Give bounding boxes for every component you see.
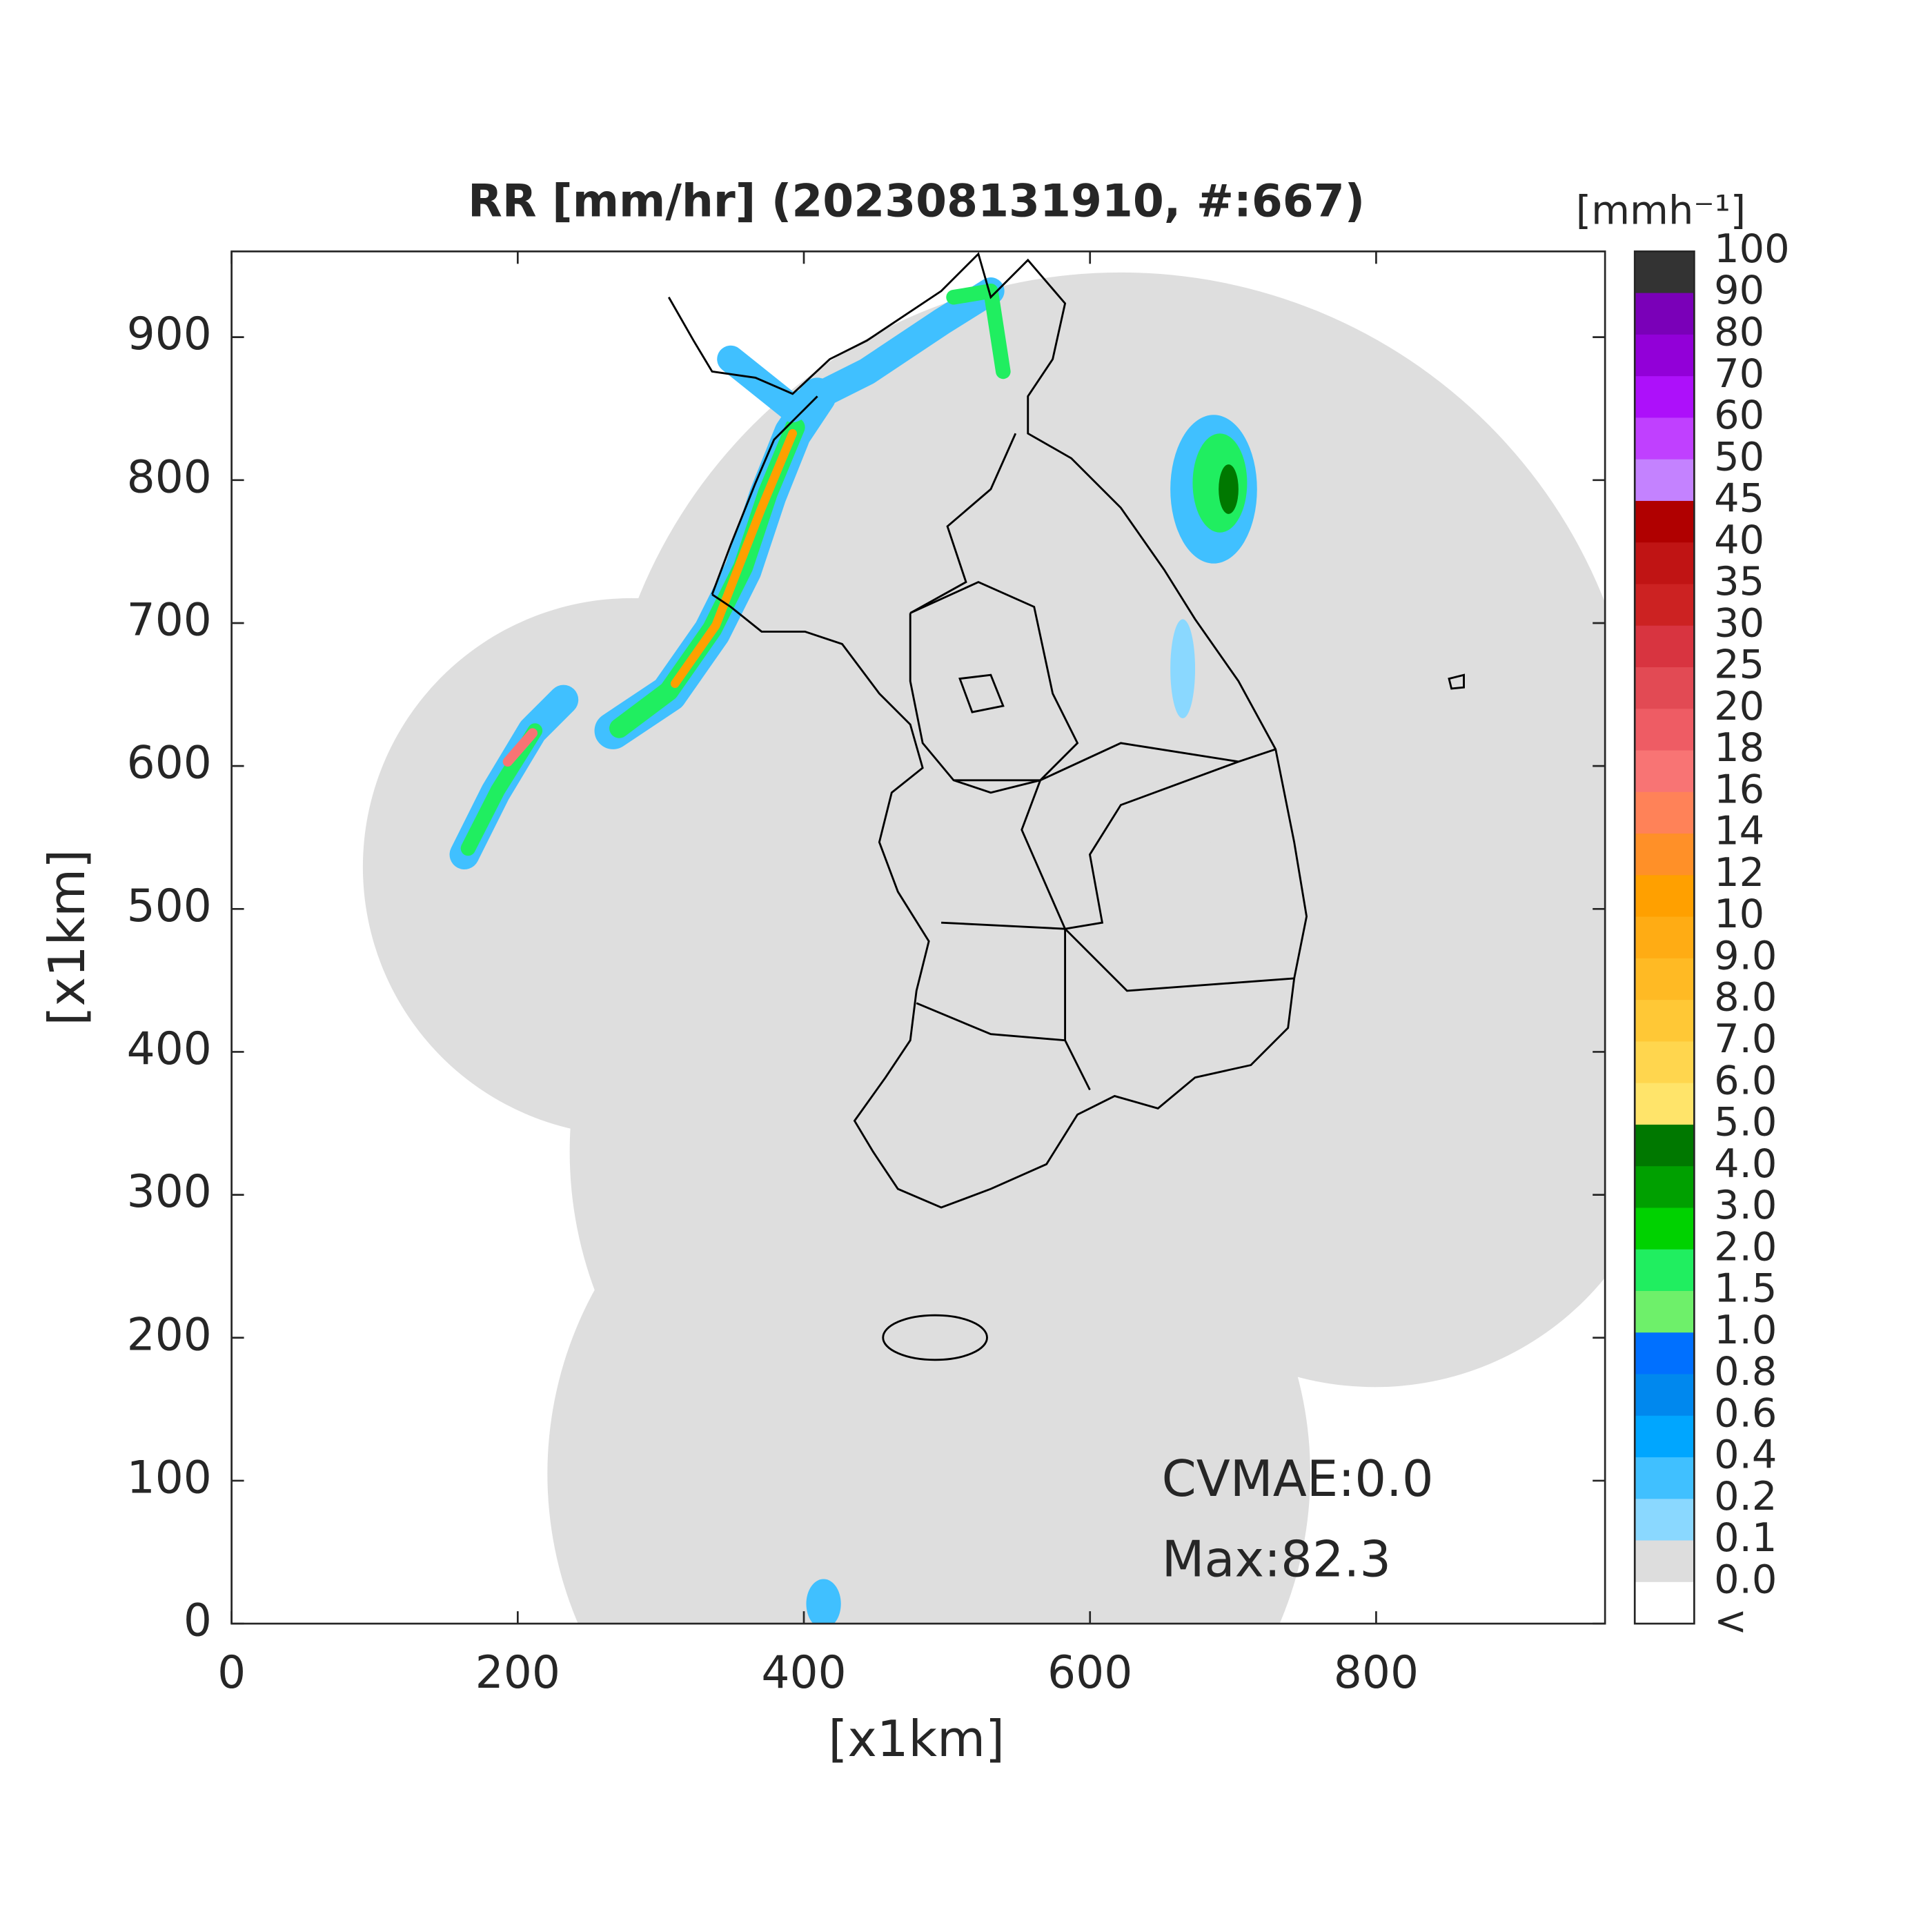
colorbar-tick-label: 2.0 [1714, 1223, 1777, 1270]
colorbar-block [1635, 1374, 1695, 1417]
colorbar-block [1635, 1249, 1695, 1292]
colorbar-tick-label: 80 [1714, 309, 1764, 355]
colorbar-block [1635, 1290, 1695, 1334]
radar-coverage [362, 273, 1606, 1624]
colorbar-block [1635, 750, 1695, 793]
colorbar-block [1635, 1332, 1695, 1375]
colorbar-block [1635, 1540, 1695, 1583]
colorbar-tick-label: 14 [1714, 808, 1764, 854]
map [362, 252, 1606, 1624]
y-tick-label: 300 [127, 1166, 212, 1218]
colorbar-block [1635, 1457, 1695, 1500]
colorbar-tick-label: 60 [1714, 392, 1764, 438]
y-tick-label: 100 [127, 1452, 212, 1504]
colorbar-tick-label: 12 [1714, 849, 1764, 896]
colorbar-block [1635, 376, 1695, 419]
colorbar-block [1635, 584, 1695, 627]
colorbar-block [1635, 875, 1695, 918]
colorbar-block [1635, 625, 1695, 668]
colorbar-tick-label: 0.1 [1714, 1515, 1777, 1561]
colorbar-tick-label: 50 [1714, 433, 1764, 480]
title: RR [mm/hr] (202308131910, #:667) [468, 176, 1365, 228]
colorbar-block [1635, 1415, 1695, 1458]
y-tick-label: 0 [184, 1595, 212, 1647]
colorbar-block [1635, 709, 1695, 751]
colorbar-block [1635, 1581, 1695, 1624]
y-tick-label: 800 [127, 451, 212, 503]
y-tick-label: 600 [127, 738, 212, 789]
colorbar-tick-label: 100 [1714, 226, 1790, 272]
colorbar-tick-label: 20 [1714, 683, 1764, 729]
colorbar-block [1635, 1000, 1695, 1043]
colorbar-tick-label: 30 [1714, 600, 1764, 646]
colorbar-label: [mmh⁻¹] [1576, 187, 1746, 233]
colorbar-tick-label: 45 [1714, 475, 1764, 522]
coastlines [667, 252, 1465, 1361]
colorbar-tick-label: 4.0 [1714, 1141, 1777, 1187]
colorbar-block [1635, 500, 1695, 544]
colorbar-block [1635, 542, 1695, 585]
colorbar-block [1635, 791, 1695, 834]
colorbar-block [1635, 1041, 1695, 1084]
x-tick-label: 800 [1334, 1647, 1419, 1699]
colorbar-tick-label: 0.2 [1714, 1473, 1777, 1519]
colorbar-block [1635, 459, 1695, 502]
annotation: Max:82.3 [1162, 1530, 1391, 1588]
colorbar: 100908070605045403530252018161412109.08.… [1633, 226, 1790, 1644]
y-tick-label: 700 [127, 595, 212, 647]
colorbar-tick-label: 18 [1714, 724, 1764, 771]
colorbar-block [1635, 334, 1695, 377]
x-tick-label: 400 [761, 1647, 846, 1699]
x-tick-label: 600 [1047, 1647, 1132, 1699]
colorbar-tick-label: 0.4 [1714, 1432, 1777, 1478]
plot-frame [230, 250, 1606, 1625]
x-axis-label: [x1km] [828, 1710, 1005, 1768]
x-tick-label: 0 [217, 1647, 246, 1699]
colorbar-tick-label: 7.0 [1714, 1016, 1777, 1062]
y-tick-label: 500 [127, 880, 212, 932]
colorbar-block [1635, 1208, 1695, 1250]
colorbar-block [1635, 251, 1695, 294]
colorbar-tick-label: 0.0 [1714, 1556, 1777, 1602]
colorbar-block [1635, 1499, 1695, 1541]
colorbar-block [1635, 293, 1695, 335]
colorbar-tick-label: 0.6 [1714, 1390, 1777, 1436]
colorbar-block [1635, 667, 1695, 710]
colorbar-block [1635, 1083, 1695, 1125]
colorbar-tick-label: 5.0 [1714, 1099, 1777, 1145]
colorbar-tick-label: 1.5 [1714, 1265, 1777, 1312]
y-tick-label: 900 [127, 308, 212, 360]
y-tick-label: 200 [127, 1309, 212, 1361]
colorbar-tick-label: 16 [1714, 766, 1764, 812]
colorbar-block [1635, 1124, 1695, 1167]
colorbar-block [1635, 916, 1695, 959]
colorbar-tick-label: 3.0 [1714, 1182, 1777, 1228]
colorbar-tick-label: 8.0 [1714, 974, 1777, 1021]
colorbar-block [1635, 834, 1695, 876]
colorbar-tick-label: 0.8 [1714, 1348, 1777, 1394]
annotation: CVMAE:0.0 [1162, 1450, 1434, 1508]
colorbar-tick-label: 6.0 [1714, 1057, 1777, 1103]
axes: 0 200 400 600 800 0 100 200 300 400 500 600 700 800 90… [127, 251, 1606, 1699]
colorbar-block [1635, 958, 1695, 1001]
colorbar-frame [1633, 250, 1695, 1625]
colorbar-tick-label: 9.0 [1714, 932, 1777, 978]
colorbar-block [1635, 1166, 1695, 1209]
colorbar-tick-label: 40 [1714, 517, 1764, 563]
x-tick-label: 200 [475, 1647, 560, 1699]
colorbar-tick-label: 25 [1714, 642, 1764, 688]
colorbar-tick-label: 70 [1714, 351, 1764, 397]
rain-echoes [449, 277, 1257, 1624]
y-axis-label: [x1km] [38, 849, 96, 1026]
colorbar-tick-label: 1.0 [1714, 1307, 1777, 1353]
colorbar-block [1635, 417, 1695, 460]
y-tick-label: 400 [127, 1023, 212, 1075]
colorbar-tick-label: 10 [1714, 891, 1764, 937]
colorbar-tick-label: < [1714, 1598, 1747, 1644]
colorbar-tick-label: 35 [1714, 558, 1764, 604]
colorbar-tick-label: 90 [1714, 267, 1764, 313]
